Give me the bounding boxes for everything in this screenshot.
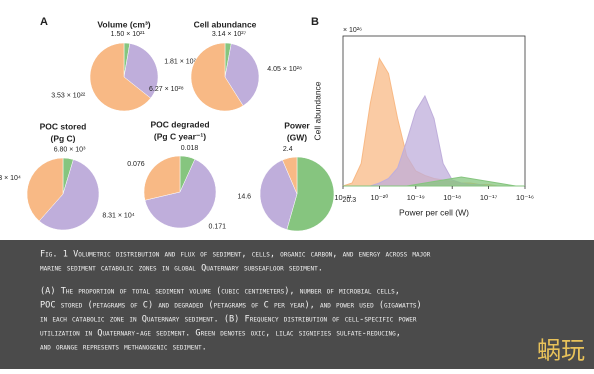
- watermark: 蜗玩: [537, 337, 585, 364]
- caption-body: POC stored (petagrams of C) and degraded…: [40, 301, 422, 311]
- pie-subtitle: (GW): [287, 132, 307, 142]
- y-axis-title: Cell abundance: [312, 81, 322, 140]
- panel-label: B: [311, 16, 319, 28]
- slice-label: 20.3: [343, 197, 357, 204]
- slice-label: 1.50 × 10²¹: [111, 31, 146, 38]
- pie-slice: [143, 155, 181, 201]
- pie-slice: [286, 156, 335, 232]
- x-tick-label: 10⁻¹⁶: [516, 193, 534, 202]
- area-series: [343, 176, 525, 187]
- pie-title: Power: [284, 120, 310, 130]
- slice-label: 3.14 × 10²⁷: [212, 31, 247, 38]
- panel-label: A: [40, 16, 48, 28]
- x-tick-label: 10⁻¹⁸: [443, 193, 461, 202]
- slice-label: 4.05 × 10²⁸: [267, 66, 302, 73]
- x-tick-label: 10⁻²⁰: [370, 193, 388, 202]
- caption-bg: [0, 240, 594, 369]
- caption-title: marine sediment catabolic zones in globa…: [40, 264, 323, 274]
- pie-slice: [190, 42, 244, 112]
- slice-label: 6.80 × 10³: [54, 146, 86, 153]
- y-multiplier: × 10²⁶: [343, 27, 362, 34]
- x-tick-label: 10⁻¹⁹: [407, 193, 425, 202]
- pie-slice: [144, 158, 217, 229]
- slice-label: 2.4: [283, 146, 293, 153]
- pie-title: Volume (cm³): [97, 19, 150, 29]
- caption-body: and orange represents methanogenic sedim…: [40, 343, 207, 353]
- pie-title: POC degraded: [150, 119, 209, 129]
- pie-subtitle: (Pg C year⁻¹): [154, 131, 206, 141]
- pie-slice: [123, 43, 159, 99]
- pie-slice: [38, 159, 100, 231]
- x-tick-label: 10⁻²¹: [334, 193, 352, 202]
- caption-body: utilization in Quaternary-age sediment. …: [40, 329, 401, 339]
- x-tick-label: 10⁻¹⁷: [480, 193, 498, 202]
- slice-label: 5.63 × 10⁴: [0, 175, 21, 182]
- slice-label: 0.076: [127, 161, 145, 168]
- x-axis-title: Power per cell (W): [399, 207, 469, 217]
- pie-slice: [259, 159, 298, 230]
- caption-title: Fig. 1 Volumetric distribution and flux …: [40, 250, 431, 260]
- slice-label: 6.27 × 10²⁸: [149, 86, 184, 93]
- pie-slice: [89, 42, 151, 112]
- caption-body: (A) The proportion of total sediment vol…: [40, 287, 400, 297]
- pie-slice: [26, 157, 64, 222]
- slice-label: 0.171: [209, 224, 227, 231]
- caption-body: in each catabolic zone in Quaternary sed…: [40, 315, 417, 325]
- pie-title: Cell abundance: [194, 19, 257, 29]
- slice-label: 1.81 × 10²²: [164, 59, 199, 66]
- slice-label: 0.018: [181, 145, 199, 152]
- slice-label: 8.31 × 10⁴: [102, 213, 134, 220]
- pie-title: POC stored: [40, 121, 87, 131]
- slice-label: 3.53 × 10²²: [51, 93, 86, 100]
- pie-subtitle: (Pg C): [50, 133, 75, 143]
- pie-slice: [282, 156, 298, 195]
- slice-label: 14.6: [237, 194, 251, 201]
